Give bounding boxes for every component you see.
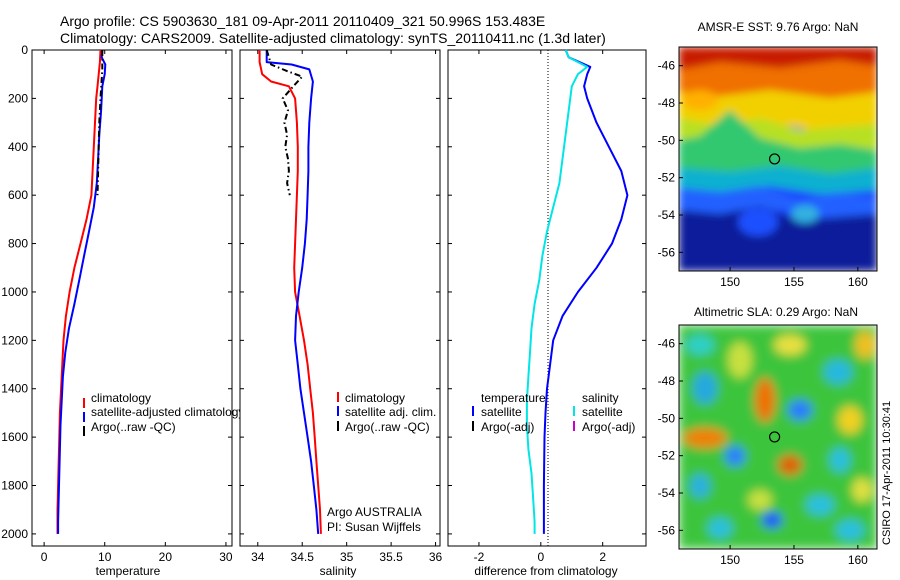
sla-ytick-label-4: -54 <box>658 486 676 500</box>
sla-map-axes: 150 155 160 -46 -48 -50 -52 -54 -56 <box>658 337 869 567</box>
temperature-series-group <box>56 49 107 534</box>
difference-xtick-label-1: 0 <box>537 550 544 564</box>
salinity-legend: climatology satellite adj. clim. Argo(..… <box>337 391 436 434</box>
sla-ytick-label-3: -52 <box>658 449 676 463</box>
difference-series-1 <box>525 49 589 534</box>
depth-tick-label-7: 1400 <box>1 382 28 396</box>
difference-panel: -2 0 2 difference from climatology tempera… <box>447 49 647 578</box>
difference-series-0 <box>542 49 629 534</box>
depth-tick-label-1: 200 <box>8 91 28 105</box>
temperature-legend-satellite: satellite-adjusted climatology <box>91 405 244 419</box>
temperature-xtick-label-0: 0 <box>41 550 48 564</box>
salinity-series-group <box>258 49 322 534</box>
figure-title-line2: Climatology: CARS2009. Satellite-adjuste… <box>60 30 606 46</box>
sla-xtick-label-2: 160 <box>848 553 868 567</box>
difference-legend-sal-argo: Argo(-adj) <box>582 420 635 434</box>
temperature-xtick-label-3: 30 <box>219 550 233 564</box>
salinity-xtick-label-4: 36 <box>429 550 443 564</box>
sla-profile-marker <box>768 431 781 443</box>
salinity-xtick-label-1: 34.5 <box>291 550 315 564</box>
difference-x-label: difference from climatology <box>474 564 617 578</box>
difference-legend: temperature satellite Argo(-adj) salinit… <box>472 391 635 434</box>
difference-legend-temperature-title: temperature <box>481 391 546 405</box>
sst-map-axes: 150 155 160 -46 -48 -50 -52 -54 -56 <box>658 59 869 289</box>
salinity-legend-climatology: climatology <box>345 391 405 405</box>
salinity-axes: 34 34.5 35 35.5 36 <box>240 49 443 564</box>
temperature-legend-climatology: climatology <box>91 391 151 405</box>
salinity-series-2 <box>265 49 304 196</box>
temperature-xtick-label-1: 10 <box>98 550 112 564</box>
sla-xtick-label-0: 150 <box>720 553 740 567</box>
difference-legend-temp-argo: Argo(-adj) <box>481 420 534 434</box>
depth-tick-label-0: 0 <box>21 43 28 57</box>
depth-tick-label-9: 1800 <box>1 479 28 493</box>
temperature-legend-argo: Argo(..raw -QC) <box>91 420 176 434</box>
sla-ytick-label-1: -48 <box>658 374 676 388</box>
difference-legend-salinity-title: salinity <box>582 391 619 405</box>
sst-ytick-label-4: -54 <box>658 208 676 222</box>
sst-ytick-label-2: -50 <box>658 133 676 147</box>
sst-ytick-label-1: -48 <box>658 96 676 110</box>
depth-tick-label-4: 800 <box>8 237 28 251</box>
sst-map-panel: AMSR-E SST: 9.76 Argo: NaN 150 155 160 -46 -… <box>658 20 878 289</box>
salinity-xtick-label-3: 35.5 <box>379 550 403 564</box>
temperature-series-1 <box>57 49 107 534</box>
salinity-series-0 <box>258 50 322 534</box>
difference-xtick-label-2: 2 <box>599 550 606 564</box>
sst-ytick-label-0: -46 <box>658 59 676 73</box>
sla-xtick-label-1: 155 <box>784 553 804 567</box>
depth-tick-label-5: 1000 <box>1 285 28 299</box>
difference-legend-sal-satellite: satellite <box>582 405 623 419</box>
temperature-x-label: temperature <box>96 564 161 578</box>
sst-xtick-label-0: 150 <box>720 275 740 289</box>
depth-tick-label-2: 400 <box>8 140 28 154</box>
temperature-panel: 0 10 20 30 0 200 400 600 800 1000 1200 1400 1600 1800… <box>1 43 244 578</box>
salinity-legend-satellite: satellite adj. clim. <box>345 405 436 419</box>
sst-map-title: AMSR-E SST: 9.76 Argo: NaN <box>698 20 859 34</box>
temperature-axes: 0 10 20 30 0 200 400 600 800 1000 1200 1400 1600 1800… <box>1 43 233 564</box>
salinity-xtick-label-2: 35 <box>340 550 354 564</box>
sla-ytick-label-0: -46 <box>658 337 676 351</box>
depth-tick-label-8: 1600 <box>1 430 28 444</box>
difference-axes: -2 0 2 <box>448 49 646 564</box>
sst-ytick-label-3: -52 <box>658 171 676 185</box>
depth-tick-label-3: 600 <box>8 188 28 202</box>
sla-ytick-label-2: -50 <box>658 411 676 425</box>
sst-xtick-label-1: 155 <box>784 275 804 289</box>
sst-heatmap <box>679 47 877 271</box>
salinity-annotation-pi: PI: Susan Wijffels <box>327 520 421 534</box>
sla-map-panel: Altimetric SLA: 0.29 Argo: NaN <box>658 305 878 567</box>
salinity-xtick-label-0: 34 <box>251 550 265 564</box>
difference-xtick-label-0: -2 <box>474 550 485 564</box>
depth-tick-label-10: 2000 <box>1 527 28 541</box>
sla-heatmap <box>679 325 877 549</box>
temperature-series-2 <box>96 50 104 196</box>
salinity-annotation-argo-australia: Argo AUSTRALIA <box>327 505 422 519</box>
sst-ytick-label-5: -56 <box>658 245 676 259</box>
salinity-series-1 <box>265 50 320 534</box>
temperature-xtick-label-2: 20 <box>159 550 173 564</box>
salinity-legend-argo: Argo(..raw -QC) <box>345 420 430 434</box>
salinity-x-label: salinity <box>320 564 357 578</box>
csiro-timestamp: CSIRO 17-Apr-2011 10:30:41 <box>881 401 893 545</box>
figure-title-line1: Argo profile: CS 5903630_181 09-Apr-2011… <box>60 13 545 29</box>
sla-ytick-label-5: -56 <box>658 523 676 537</box>
sla-map-title: Altimetric SLA: 0.29 Argo: NaN <box>694 305 858 319</box>
difference-series-group <box>525 49 629 534</box>
depth-tick-label-6: 1200 <box>1 333 28 347</box>
difference-legend-temp-satellite: satellite <box>481 405 522 419</box>
sst-profile-marker <box>768 153 781 165</box>
sst-xtick-label-2: 160 <box>848 275 868 289</box>
temperature-legend: climatology satellite-adjusted climatolo… <box>83 391 244 436</box>
salinity-panel: 34 34.5 35 35.5 36 salinity climatology sate… <box>239 49 443 578</box>
